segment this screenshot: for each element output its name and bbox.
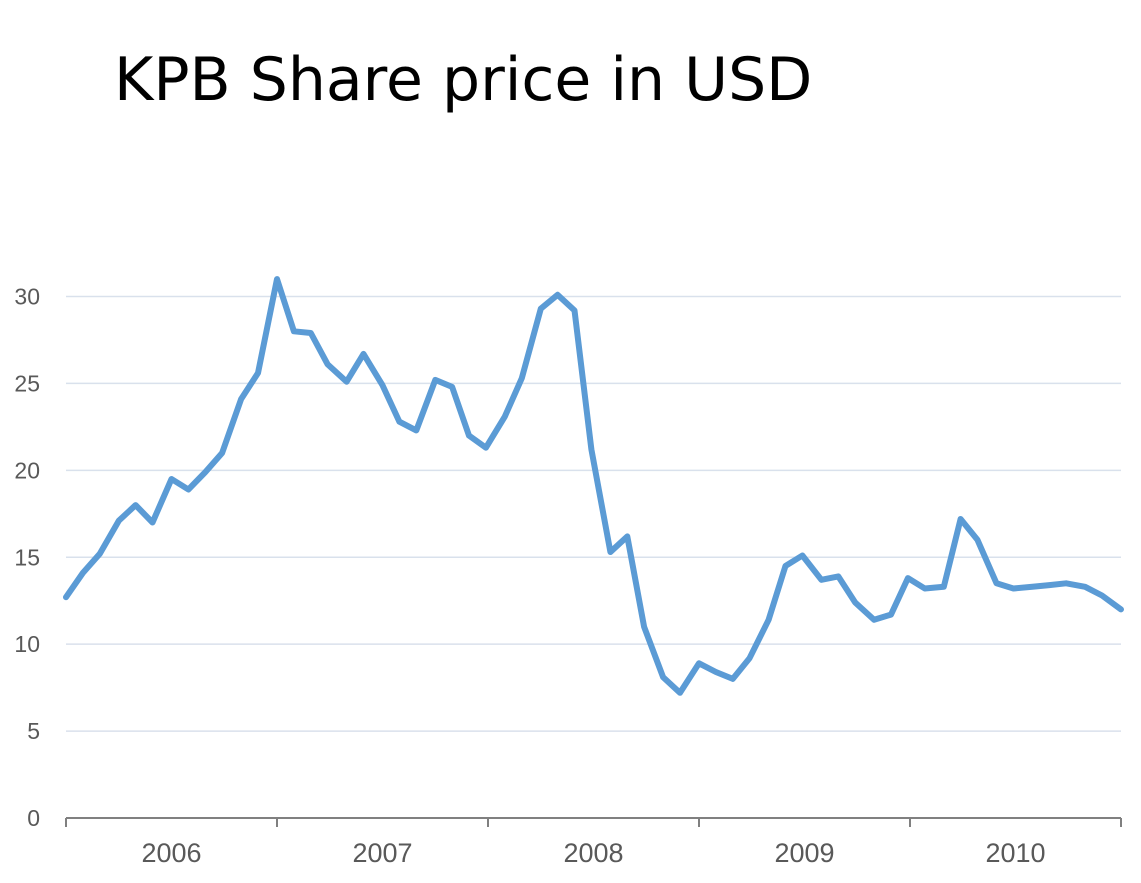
data-point: [449, 384, 455, 390]
x-tick-label: 2009: [774, 838, 834, 868]
data-point: [502, 413, 508, 419]
data-point: [169, 476, 175, 482]
data-point: [588, 447, 594, 453]
data-point: [274, 276, 280, 282]
data-point: [871, 617, 877, 623]
data-point: [1029, 584, 1035, 590]
data-point: [696, 660, 702, 666]
data-point: [80, 570, 86, 576]
data-point: [519, 375, 525, 381]
x-tick-label: 2007: [352, 838, 412, 868]
data-point: [325, 361, 331, 367]
y-tick-label: 30: [14, 284, 40, 310]
data-point: [852, 599, 858, 605]
data-point: [994, 580, 1000, 586]
data-point: [238, 396, 244, 402]
data-point: [116, 518, 122, 524]
data-point: [941, 584, 947, 590]
data-point: [1118, 606, 1124, 612]
data-point: [624, 533, 630, 539]
data-point: [1082, 584, 1088, 590]
data-point: [713, 669, 719, 675]
data-point: [308, 330, 314, 336]
data-point: [905, 575, 911, 581]
data-point: [432, 377, 438, 383]
y-tick-label: 10: [14, 631, 40, 657]
data-point: [677, 690, 683, 696]
data-point: [219, 450, 225, 456]
data-point: [63, 594, 69, 600]
chart-title: KPB Share price in USD: [114, 45, 813, 115]
x-tick-label: 2008: [563, 838, 623, 868]
data-point: [133, 502, 139, 508]
y-axis-tick-labels: 0 5 10 15 20 25 30: [14, 284, 40, 832]
y-tick-label: 5: [27, 718, 40, 744]
y-tick-label: 25: [14, 370, 40, 396]
data-point: [555, 292, 561, 298]
data-point: [396, 419, 402, 425]
data-point: [660, 674, 666, 680]
share-price-line: [63, 276, 1124, 696]
data-point: [185, 487, 191, 493]
data-point: [202, 469, 208, 475]
data-point: [747, 655, 753, 661]
data-point: [361, 351, 367, 357]
data-point: [835, 573, 841, 579]
data-point: [799, 553, 805, 559]
data-point: [150, 520, 156, 526]
data-point: [641, 624, 647, 630]
data-point: [975, 537, 981, 543]
x-axis-tick-labels: 2006 2007 2008 2009 2010: [141, 838, 1045, 868]
data-point: [1099, 593, 1105, 599]
data-point: [783, 563, 789, 569]
data-point: [1046, 582, 1052, 588]
data-point: [730, 676, 736, 682]
data-point: [922, 586, 928, 592]
data-point: [255, 370, 261, 376]
data-point: [572, 307, 578, 313]
data-point: [466, 433, 472, 439]
data-point: [607, 549, 613, 555]
data-point: [483, 445, 489, 451]
gridlines: [66, 295, 1121, 732]
data-point: [1010, 586, 1016, 592]
data-point: [818, 577, 824, 583]
data-point: [380, 382, 386, 388]
data-point: [291, 328, 297, 334]
data-point: [413, 427, 419, 433]
data-point: [344, 379, 350, 385]
y-tick-label: 0: [27, 805, 40, 831]
x-tick-label: 2006: [141, 838, 201, 868]
y-tick-label: 15: [14, 544, 40, 570]
y-tick-label: 20: [14, 457, 40, 483]
data-point: [766, 617, 772, 623]
x-tick-label: 2010: [985, 838, 1045, 868]
x-axis: [65, 817, 1122, 827]
data-point: [888, 612, 894, 618]
data-point: [97, 551, 103, 557]
data-point: [1063, 580, 1069, 586]
data-point: [538, 306, 544, 312]
data-point: [958, 516, 964, 522]
series-layer: [63, 276, 1124, 696]
